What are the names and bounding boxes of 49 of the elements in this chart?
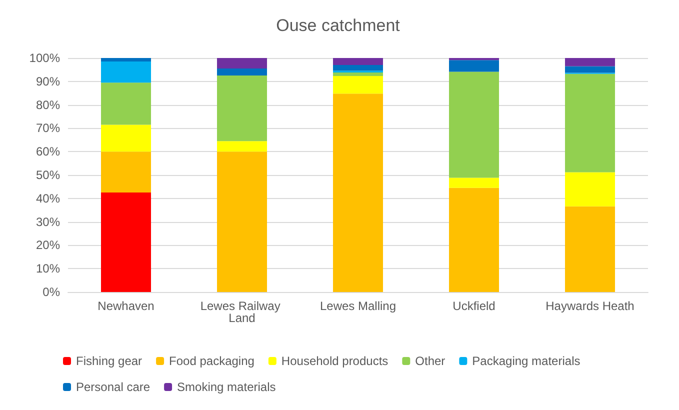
bar [333, 72, 383, 76]
y-tick-label: 70% [36, 121, 60, 136]
chart-title: Ouse catchment [276, 16, 400, 35]
bar [217, 58, 267, 69]
legend-label: Smoking materials [177, 380, 276, 394]
legend-label: Fishing gear [76, 354, 142, 368]
bar [333, 65, 383, 71]
bar [217, 152, 267, 292]
x-tick-label: Newhaven [98, 299, 154, 313]
legend-label: Food packaging [169, 354, 254, 368]
bar [449, 188, 499, 292]
bar [333, 94, 383, 292]
bar [565, 58, 615, 66]
bar [449, 178, 499, 188]
bar [565, 66, 615, 73]
bar [101, 192, 151, 292]
y-tick-label: 40% [36, 191, 60, 206]
bar [333, 76, 383, 94]
bar [565, 206, 615, 292]
bar [565, 74, 615, 172]
bar [101, 124, 151, 152]
bar [101, 152, 151, 193]
y-tick-label: 90% [36, 74, 60, 88]
legend-label: Other [415, 354, 446, 368]
legend-label: Household products [281, 354, 388, 368]
bar [449, 60, 499, 72]
x-tick-label: Haywards Heath [546, 299, 634, 313]
y-tick-label: 10% [36, 262, 60, 276]
y-tick-label: 30% [36, 214, 60, 229]
legend-label: Packaging materials [472, 354, 580, 368]
y-tick-label: 80% [36, 98, 60, 112]
x-tick-label: Uckfield [452, 299, 496, 313]
bar [217, 76, 267, 142]
bar [449, 72, 499, 178]
x-tick-label: Lewes Malling [320, 299, 396, 313]
bar [333, 58, 383, 66]
bar [101, 82, 151, 125]
x-tick-label: Lewes Railway Land [200, 299, 284, 325]
legend-label: Personal care [76, 380, 150, 394]
bar [101, 62, 151, 83]
y-tick-label: 100% [29, 51, 60, 65]
y-tick-label: 50% [36, 168, 60, 182]
y-tick-label: 0% [42, 285, 60, 299]
y-tick-label: 20% [36, 238, 60, 252]
bar [565, 172, 615, 206]
bar [217, 68, 267, 76]
y-tick-label: 60% [36, 144, 60, 159]
bar [217, 141, 267, 152]
bar [101, 58, 151, 62]
